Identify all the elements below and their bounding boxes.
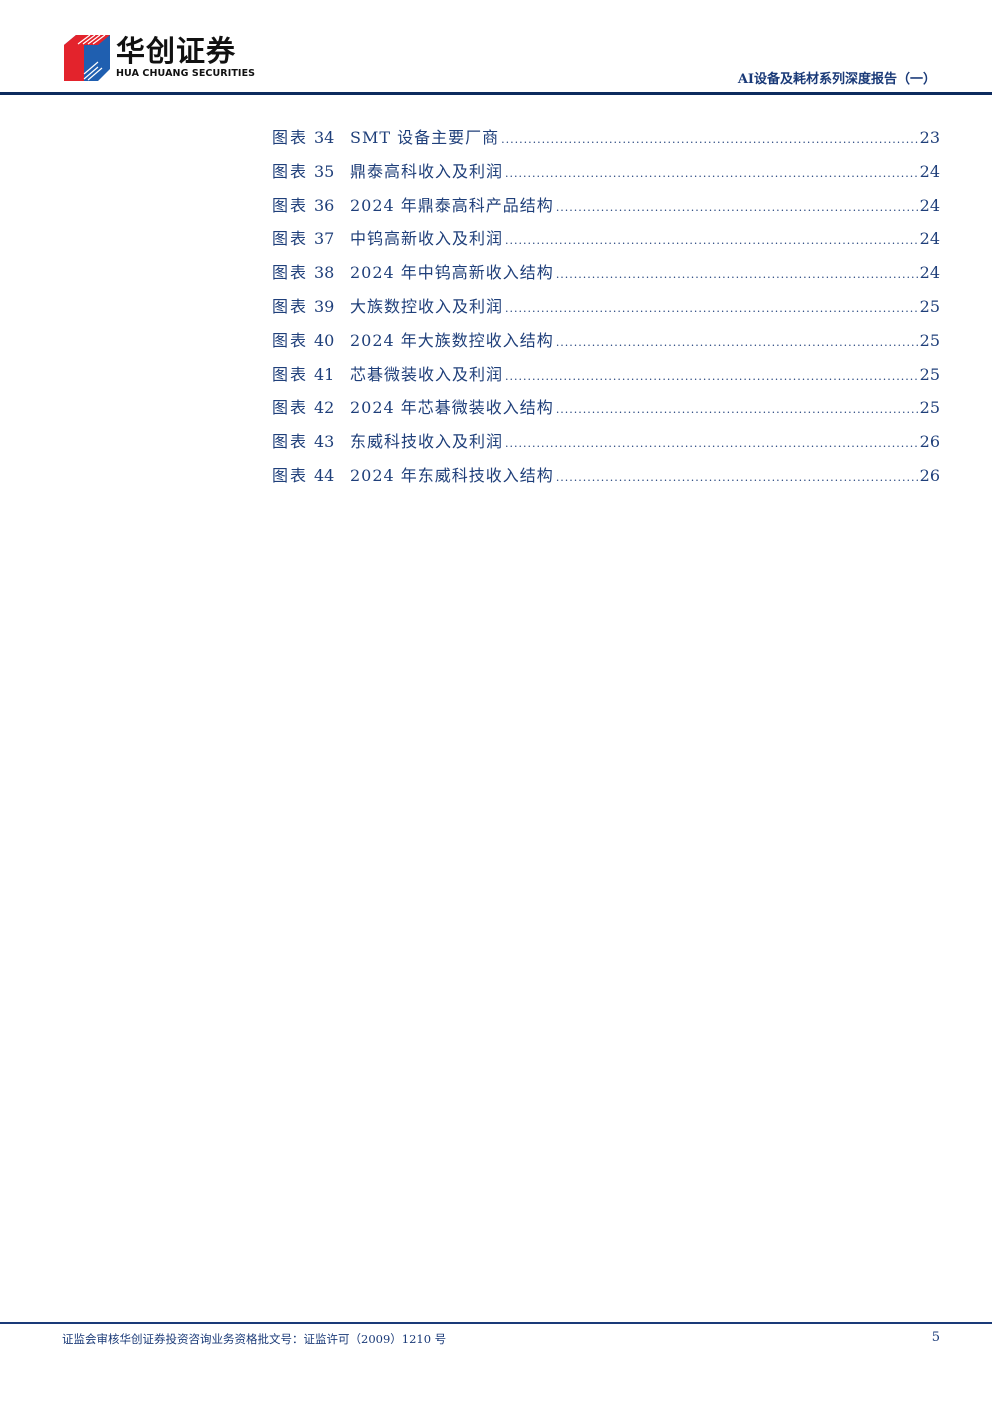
toc-page: 25	[919, 296, 940, 316]
toc-label: 图表	[272, 465, 309, 485]
toc-entry[interactable]: 图表 34 SMT 设备主要厂商 23	[272, 124, 940, 158]
toc-page: 25	[919, 398, 940, 418]
toc-number: 36	[314, 195, 335, 215]
brand-name-en: HUA CHUANG SECURITIES	[116, 68, 256, 79]
report-title: AI设备及耗材系列深度报告（一）	[737, 72, 936, 87]
footer-divider	[0, 1322, 992, 1324]
toc-number: 41	[314, 364, 335, 384]
toc-page: 26	[919, 432, 940, 452]
toc-label: 图表	[272, 364, 309, 384]
toc-title: 2024 年大族数控收入结构	[350, 330, 554, 350]
toc-leader-dots	[556, 403, 918, 416]
toc-page: 24	[919, 195, 940, 215]
toc-title: 中钨高新收入及利润	[350, 229, 504, 249]
toc-leader-dots	[505, 234, 918, 247]
toc-number: 43	[314, 432, 335, 452]
toc-label: 图表	[272, 195, 309, 215]
toc-number: 42	[314, 398, 335, 418]
brand-name-cn: 华创证券	[116, 34, 237, 68]
toc-label: 图表	[272, 432, 309, 452]
toc-label: 图表	[272, 263, 309, 283]
toc-page: 24	[919, 229, 940, 249]
toc-title: 芯碁微装收入及利润	[350, 364, 504, 384]
toc-title: 2024 年中钨高新收入结构	[350, 263, 554, 283]
company-logo	[64, 35, 110, 81]
toc-title: 东威科技收入及利润	[350, 432, 504, 452]
toc-page: 24	[919, 263, 940, 283]
toc-number: 39	[314, 296, 335, 316]
toc-label: 图表	[272, 296, 309, 316]
toc-title: 2024 年东威科技收入结构	[350, 465, 554, 485]
toc-label: 图表	[272, 330, 309, 350]
toc-label: 图表	[272, 128, 309, 147]
toc-leader-dots	[556, 336, 918, 349]
header-divider	[0, 92, 992, 95]
license-statement: 证监会审核华创证券投资咨询业务资格批文号：证监许可（2009）1210 号	[62, 1332, 447, 1346]
toc-leader-dots	[505, 437, 918, 450]
toc-title: 2024 年芯碁微装收入结构	[350, 398, 554, 418]
toc-leader-dots	[505, 302, 918, 315]
toc-leader-dots	[505, 167, 918, 180]
toc-page: 23	[919, 128, 940, 147]
toc-title: 大族数控收入及利润	[350, 296, 504, 316]
toc-page: 24	[919, 161, 940, 181]
toc-leader-dots	[556, 268, 918, 281]
toc-number: 37	[314, 229, 335, 249]
toc-number: 44	[314, 465, 335, 485]
toc-label: 图表	[272, 229, 309, 249]
toc-title: 2024 年鼎泰高科产品结构	[350, 195, 554, 215]
toc-number: 38	[314, 263, 335, 283]
page-number: 5	[931, 1330, 940, 1345]
toc-page: 25	[919, 330, 940, 350]
toc-leader-dots	[501, 133, 918, 146]
toc-title: 鼎泰高科收入及利润	[350, 161, 504, 181]
toc-label: 图表	[272, 161, 309, 181]
toc-number: 40	[314, 330, 335, 350]
toc-label: 图表	[272, 398, 309, 418]
toc-leader-dots	[505, 370, 918, 383]
toc-title: SMT 设备主要厂商	[350, 128, 500, 147]
toc-leader-dots	[556, 471, 918, 484]
toc-number: 34	[314, 128, 335, 147]
toc-number: 35	[314, 161, 335, 181]
toc-page: 25	[919, 364, 940, 384]
toc-leader-dots	[556, 201, 918, 214]
toc-page: 26	[919, 465, 940, 485]
